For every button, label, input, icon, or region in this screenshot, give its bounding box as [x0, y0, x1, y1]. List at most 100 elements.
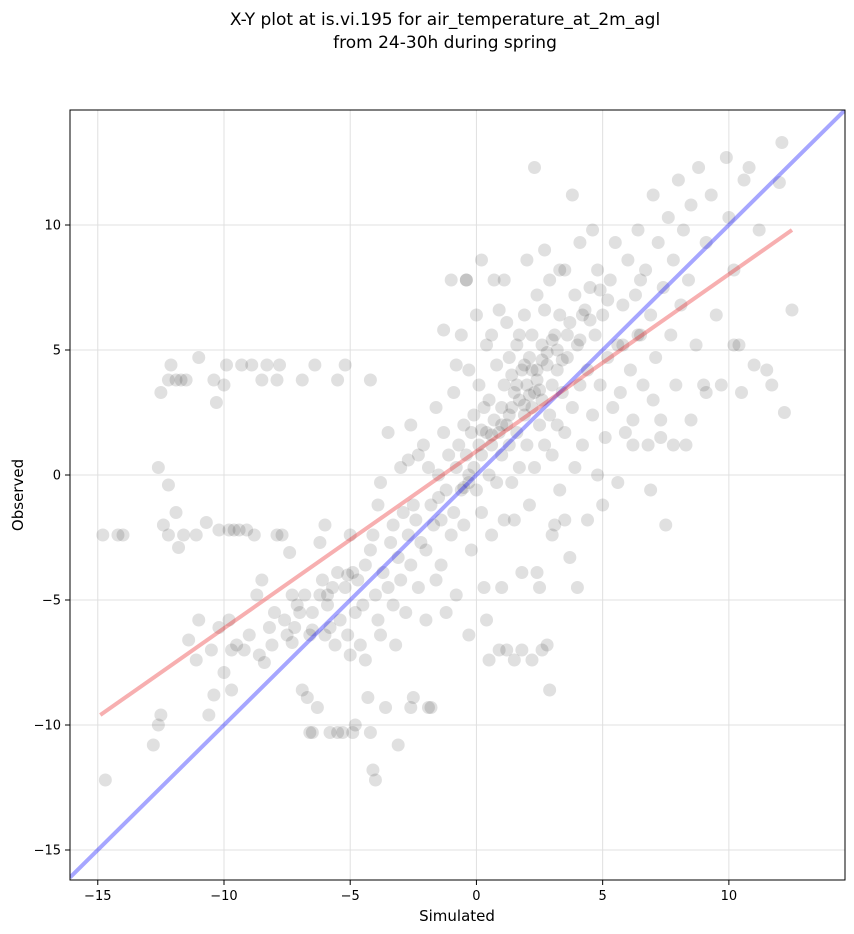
- data-point: [449, 588, 463, 602]
- data-point: [596, 308, 610, 322]
- data-point: [527, 161, 541, 174]
- data-point: [374, 628, 388, 642]
- data-point: [161, 373, 175, 387]
- data-point: [487, 273, 501, 287]
- data-point: [240, 523, 254, 537]
- data-point: [454, 328, 468, 342]
- data-point: [305, 623, 319, 637]
- data-point: [462, 476, 476, 489]
- data-point: [192, 613, 206, 627]
- data-point: [487, 413, 501, 427]
- data-point: [545, 448, 559, 462]
- data-point: [603, 273, 617, 287]
- data-point: [260, 358, 274, 372]
- data-point: [578, 303, 592, 317]
- data-point: [734, 386, 748, 399]
- data-point: [548, 328, 562, 342]
- data-point: [303, 628, 317, 642]
- data-point: [533, 383, 547, 397]
- data-point: [500, 316, 514, 329]
- data-point: [401, 528, 415, 542]
- data-point: [575, 438, 589, 452]
- data-point: [500, 643, 514, 657]
- data-point: [654, 431, 668, 444]
- data-point: [283, 546, 297, 559]
- data-point: [722, 211, 736, 224]
- data-point: [467, 408, 481, 422]
- data-point: [611, 338, 625, 352]
- data-point: [464, 426, 478, 439]
- data-point: [348, 718, 362, 732]
- data-point: [634, 273, 648, 287]
- data-point: [512, 328, 526, 342]
- data-point: [495, 581, 509, 594]
- data-point: [517, 358, 531, 372]
- data-point: [298, 588, 312, 602]
- data-point: [591, 468, 605, 482]
- data-point: [305, 606, 319, 619]
- data-point: [530, 288, 544, 302]
- data-point: [404, 418, 418, 432]
- data-point: [237, 643, 251, 657]
- data-point: [507, 386, 521, 399]
- data-point: [581, 513, 595, 527]
- data-point: [338, 581, 352, 594]
- data-point: [586, 223, 600, 237]
- chart-title-line2: from 24-30h during spring: [333, 33, 557, 53]
- data-point: [464, 543, 478, 557]
- data-point: [543, 273, 557, 287]
- data-point: [512, 461, 526, 474]
- data-point: [250, 588, 264, 602]
- data-point: [628, 288, 642, 302]
- data-point: [384, 536, 398, 549]
- data-point: [772, 176, 786, 189]
- data-point: [472, 378, 486, 392]
- data-point: [320, 588, 334, 602]
- data-point: [626, 413, 640, 427]
- y-tick-label: −10: [34, 719, 61, 734]
- data-point: [391, 738, 405, 752]
- data-point: [616, 338, 630, 352]
- data-point: [154, 386, 168, 399]
- data-point: [674, 298, 688, 312]
- data-point: [616, 298, 630, 312]
- data-point: [336, 726, 350, 739]
- plot-frame: [69, 109, 846, 881]
- data-point: [424, 498, 438, 512]
- data-point: [558, 263, 572, 277]
- data-point: [679, 438, 693, 452]
- data-point: [462, 628, 476, 642]
- data-point: [777, 406, 791, 419]
- data-point: [555, 386, 569, 399]
- data-point: [631, 328, 645, 342]
- data-point: [505, 476, 519, 489]
- data-point: [424, 701, 438, 714]
- data-point: [664, 328, 678, 342]
- data-point: [318, 628, 332, 642]
- data-point: [485, 328, 499, 342]
- data-point: [207, 373, 221, 387]
- data-point: [550, 418, 564, 432]
- data-point: [351, 573, 365, 587]
- data-point: [437, 323, 451, 337]
- data-point: [611, 476, 625, 489]
- data-point: [116, 528, 130, 542]
- data-point: [485, 438, 499, 452]
- data-point: [530, 373, 544, 387]
- data-point: [444, 528, 458, 542]
- data-point: [714, 378, 728, 392]
- data-point: [275, 528, 289, 542]
- data-point: [639, 263, 653, 277]
- data-point: [179, 373, 193, 387]
- data-point: [212, 621, 226, 634]
- data-point: [538, 438, 552, 452]
- x-tick-label: 10: [721, 889, 738, 904]
- data-point: [432, 491, 446, 504]
- data-point: [363, 543, 377, 557]
- data-point: [177, 528, 191, 542]
- data-point: [601, 293, 615, 307]
- x-tick-label: −15: [84, 889, 111, 904]
- data-point: [598, 431, 612, 444]
- data-point: [333, 613, 347, 627]
- data-point: [558, 513, 572, 527]
